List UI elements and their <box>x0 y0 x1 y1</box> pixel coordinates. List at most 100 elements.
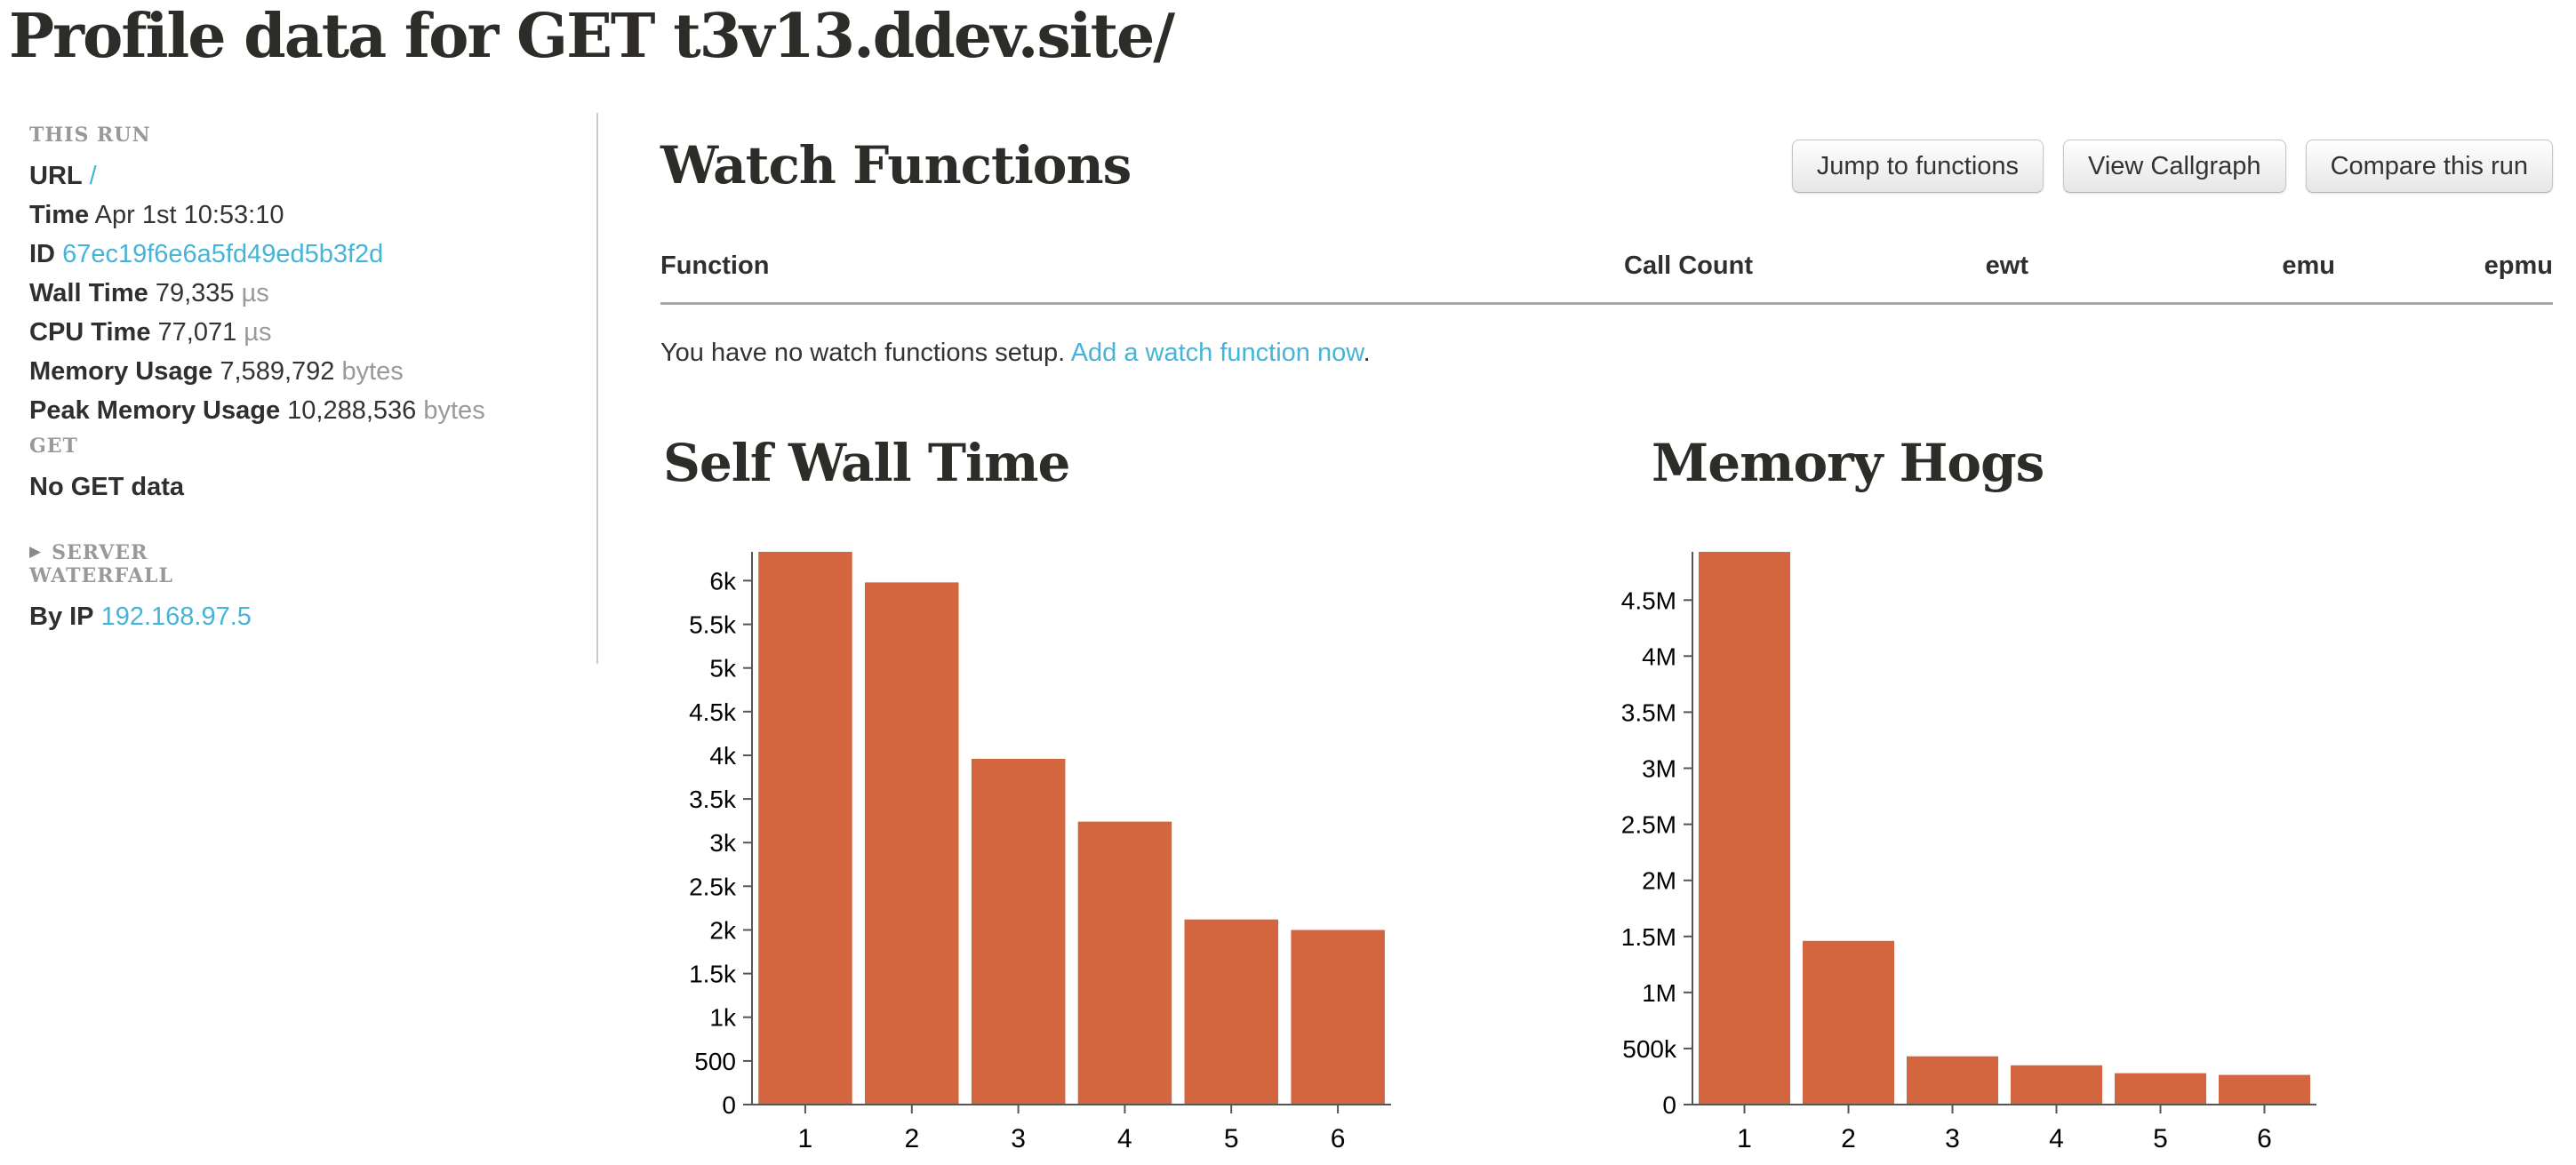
field-value: Apr 1st 10:53:10 <box>94 201 284 230</box>
x-tick-label: 3 <box>1945 1124 1960 1153</box>
by-ip-link[interactable]: 192.168.97.5 <box>100 602 252 632</box>
x-tick-label: 5 <box>2153 1124 2168 1153</box>
field-unit: µs <box>241 279 269 308</box>
table-header-row: Function Call Count ewt emu epmu <box>660 225 2553 306</box>
watch-empty-state: You have no watch functions setup. Add a… <box>660 337 2553 369</box>
x-tick-label: 2 <box>904 1124 919 1153</box>
run-field-id: ID 67ec19f6e6a5fd49ed5b3f2d <box>29 239 579 269</box>
y-tick-label: 3M <box>1642 755 1676 783</box>
watch-functions-table: Function Call Count ewt emu epmu <box>660 225 2553 306</box>
bar[interactable] <box>1907 1056 1998 1105</box>
field-value: 7,589,792 <box>220 357 335 387</box>
field-unit: µs <box>244 318 272 347</box>
memory-hogs-chart: 0 500k 1M 1.5M 2M 2.5M 3M 3.5M 4M 4.5M 1 2 3 4 5 6 <box>1621 552 2316 1153</box>
column-header-epmu: epmu <box>2335 225 2553 306</box>
get-heading: GET <box>29 435 78 459</box>
bar[interactable] <box>2011 1065 2102 1105</box>
y-tick-label: 3.5k <box>689 786 737 813</box>
bar[interactable] <box>1699 552 1790 1105</box>
watch-functions-heading: Watch Functions <box>660 135 1132 196</box>
bar[interactable] <box>865 582 959 1105</box>
y-tick-label: 3k <box>709 829 737 857</box>
bar[interactable] <box>1291 930 1385 1105</box>
bar[interactable] <box>2219 1074 2310 1105</box>
compare-this-run-button[interactable]: Compare this run <box>2305 140 2553 194</box>
self-wall-time-chart: 0 500 1k 1.5k 2k 2.5k 3k 3.5k 4k 4.5k 5k 5.5k 6k 1 2 3 4… <box>689 552 1391 1153</box>
field-value: 79,335 <box>155 279 235 308</box>
run-id-link[interactable]: 67ec19f6e6a5fd49ed5b3f2d <box>62 240 384 269</box>
y-tick-label: 0 <box>722 1091 736 1119</box>
main-panel: Watch Functions Jump to functions View C… <box>598 113 2576 1165</box>
empty-state-period: . <box>1363 339 1371 368</box>
column-header-call-count: Call Count <box>1362 225 1753 306</box>
x-tick-label: 6 <box>2257 1124 2272 1153</box>
url-link[interactable]: / <box>89 162 97 191</box>
add-watch-function-link[interactable]: Add a watch function now <box>1070 339 1364 368</box>
y-tick-label: 3.5M <box>1621 699 1676 727</box>
field-label: ID <box>29 240 55 269</box>
y-tick-label: 500k <box>1622 1035 1677 1063</box>
charts-row: Self Wall Time 0 500 1k 1.5k 2k 2.5k 3k 3.5k 4k 4… <box>660 435 2553 1165</box>
run-field-url: URL / <box>29 161 579 191</box>
memory-hogs-heading: Memory Hogs <box>1652 433 2044 494</box>
column-header-ewt: ewt <box>1753 225 2028 306</box>
y-tick-label: 2k <box>709 917 737 945</box>
y-tick-label: 1M <box>1642 979 1676 1007</box>
content-row: THIS RUN URL / Time Apr 1st 10:53:10 ID … <box>0 113 2576 1165</box>
bar[interactable] <box>2115 1073 2206 1105</box>
x-tick-label: 2 <box>1841 1124 1856 1153</box>
self-wall-time-section: Self Wall Time 0 500 1k 1.5k 2k 2.5k 3k 3.5k 4k 4… <box>660 435 1412 1165</box>
run-field-peak-memory-usage: Peak Memory Usage 10,288,536 bytes <box>29 395 579 426</box>
run-field-cpu-time: CPU Time 77,071 µs <box>29 317 579 347</box>
y-tick-label: 2.5M <box>1621 811 1676 839</box>
y-tick-label: 0 <box>1662 1091 1676 1119</box>
server-section-toggle[interactable]: ▶ SERVER <box>29 541 579 564</box>
y-tick-label: 6k <box>709 568 737 595</box>
get-empty-text: No GET data <box>29 472 579 502</box>
y-tick-label: 500 <box>694 1048 736 1075</box>
field-label: Peak Memory Usage <box>29 396 281 426</box>
waterfall-by-ip: By IP 192.168.97.5 <box>29 602 579 632</box>
x-tick-label: 1 <box>798 1124 813 1153</box>
column-header-function: Function <box>660 225 1362 306</box>
field-value: 10,288,536 <box>287 396 417 426</box>
get-empty-label: No GET data <box>29 473 185 502</box>
x-tick-label: 4 <box>1117 1124 1132 1153</box>
y-tick-label: 4.5k <box>689 698 737 726</box>
run-field-wall-time: Wall Time 79,335 µs <box>29 278 579 308</box>
field-label: Time <box>29 201 90 230</box>
y-tick-label: 4M <box>1642 642 1676 670</box>
x-tick-label: 4 <box>2049 1124 2064 1153</box>
self-wall-time-heading: Self Wall Time <box>663 433 1070 494</box>
bar[interactable] <box>971 759 1066 1105</box>
y-tick-label: 4k <box>709 742 737 770</box>
column-header-emu: emu <box>2028 225 2335 306</box>
field-value: 77,071 <box>157 318 237 347</box>
run-field-memory-usage: Memory Usage 7,589,792 bytes <box>29 356 579 387</box>
y-tick-label: 5k <box>709 655 737 682</box>
field-label: CPU Time <box>29 318 151 347</box>
bar[interactable] <box>1077 821 1172 1105</box>
waterfall-heading: WATERFALL <box>29 564 173 588</box>
field-label: Memory Usage <box>29 357 213 387</box>
field-unit: bytes <box>423 396 485 426</box>
field-label: Wall Time <box>29 279 148 308</box>
action-buttons: Jump to functions View Callgraph Compare… <box>1791 140 2553 194</box>
this-run-heading: THIS RUN <box>29 124 151 148</box>
bar[interactable] <box>1184 919 1279 1105</box>
x-tick-label: 5 <box>1224 1124 1239 1153</box>
jump-to-functions-button[interactable]: Jump to functions <box>1791 140 2044 194</box>
y-tick-label: 1.5k <box>689 961 737 988</box>
run-field-time: Time Apr 1st 10:53:10 <box>29 200 579 230</box>
empty-state-text: You have no watch functions setup. <box>660 339 1066 368</box>
by-ip-label: By IP <box>29 602 94 632</box>
page-title: Profile data for GET t3v13.ddev.site/ <box>9 1 1175 72</box>
field-unit: bytes <box>341 357 404 387</box>
view-callgraph-button[interactable]: View Callgraph <box>2063 140 2286 194</box>
y-tick-label: 5.5k <box>689 611 737 639</box>
memory-hogs-section: Memory Hogs 0 500k 1M 1.5M 2M 2.5M 3M 3.5M 4M 4.5… <box>1586 435 2338 1165</box>
y-tick-label: 2.5k <box>689 873 737 900</box>
bar[interactable] <box>1803 940 1894 1105</box>
y-tick-label: 1.5M <box>1621 923 1676 951</box>
bar[interactable] <box>758 552 852 1105</box>
